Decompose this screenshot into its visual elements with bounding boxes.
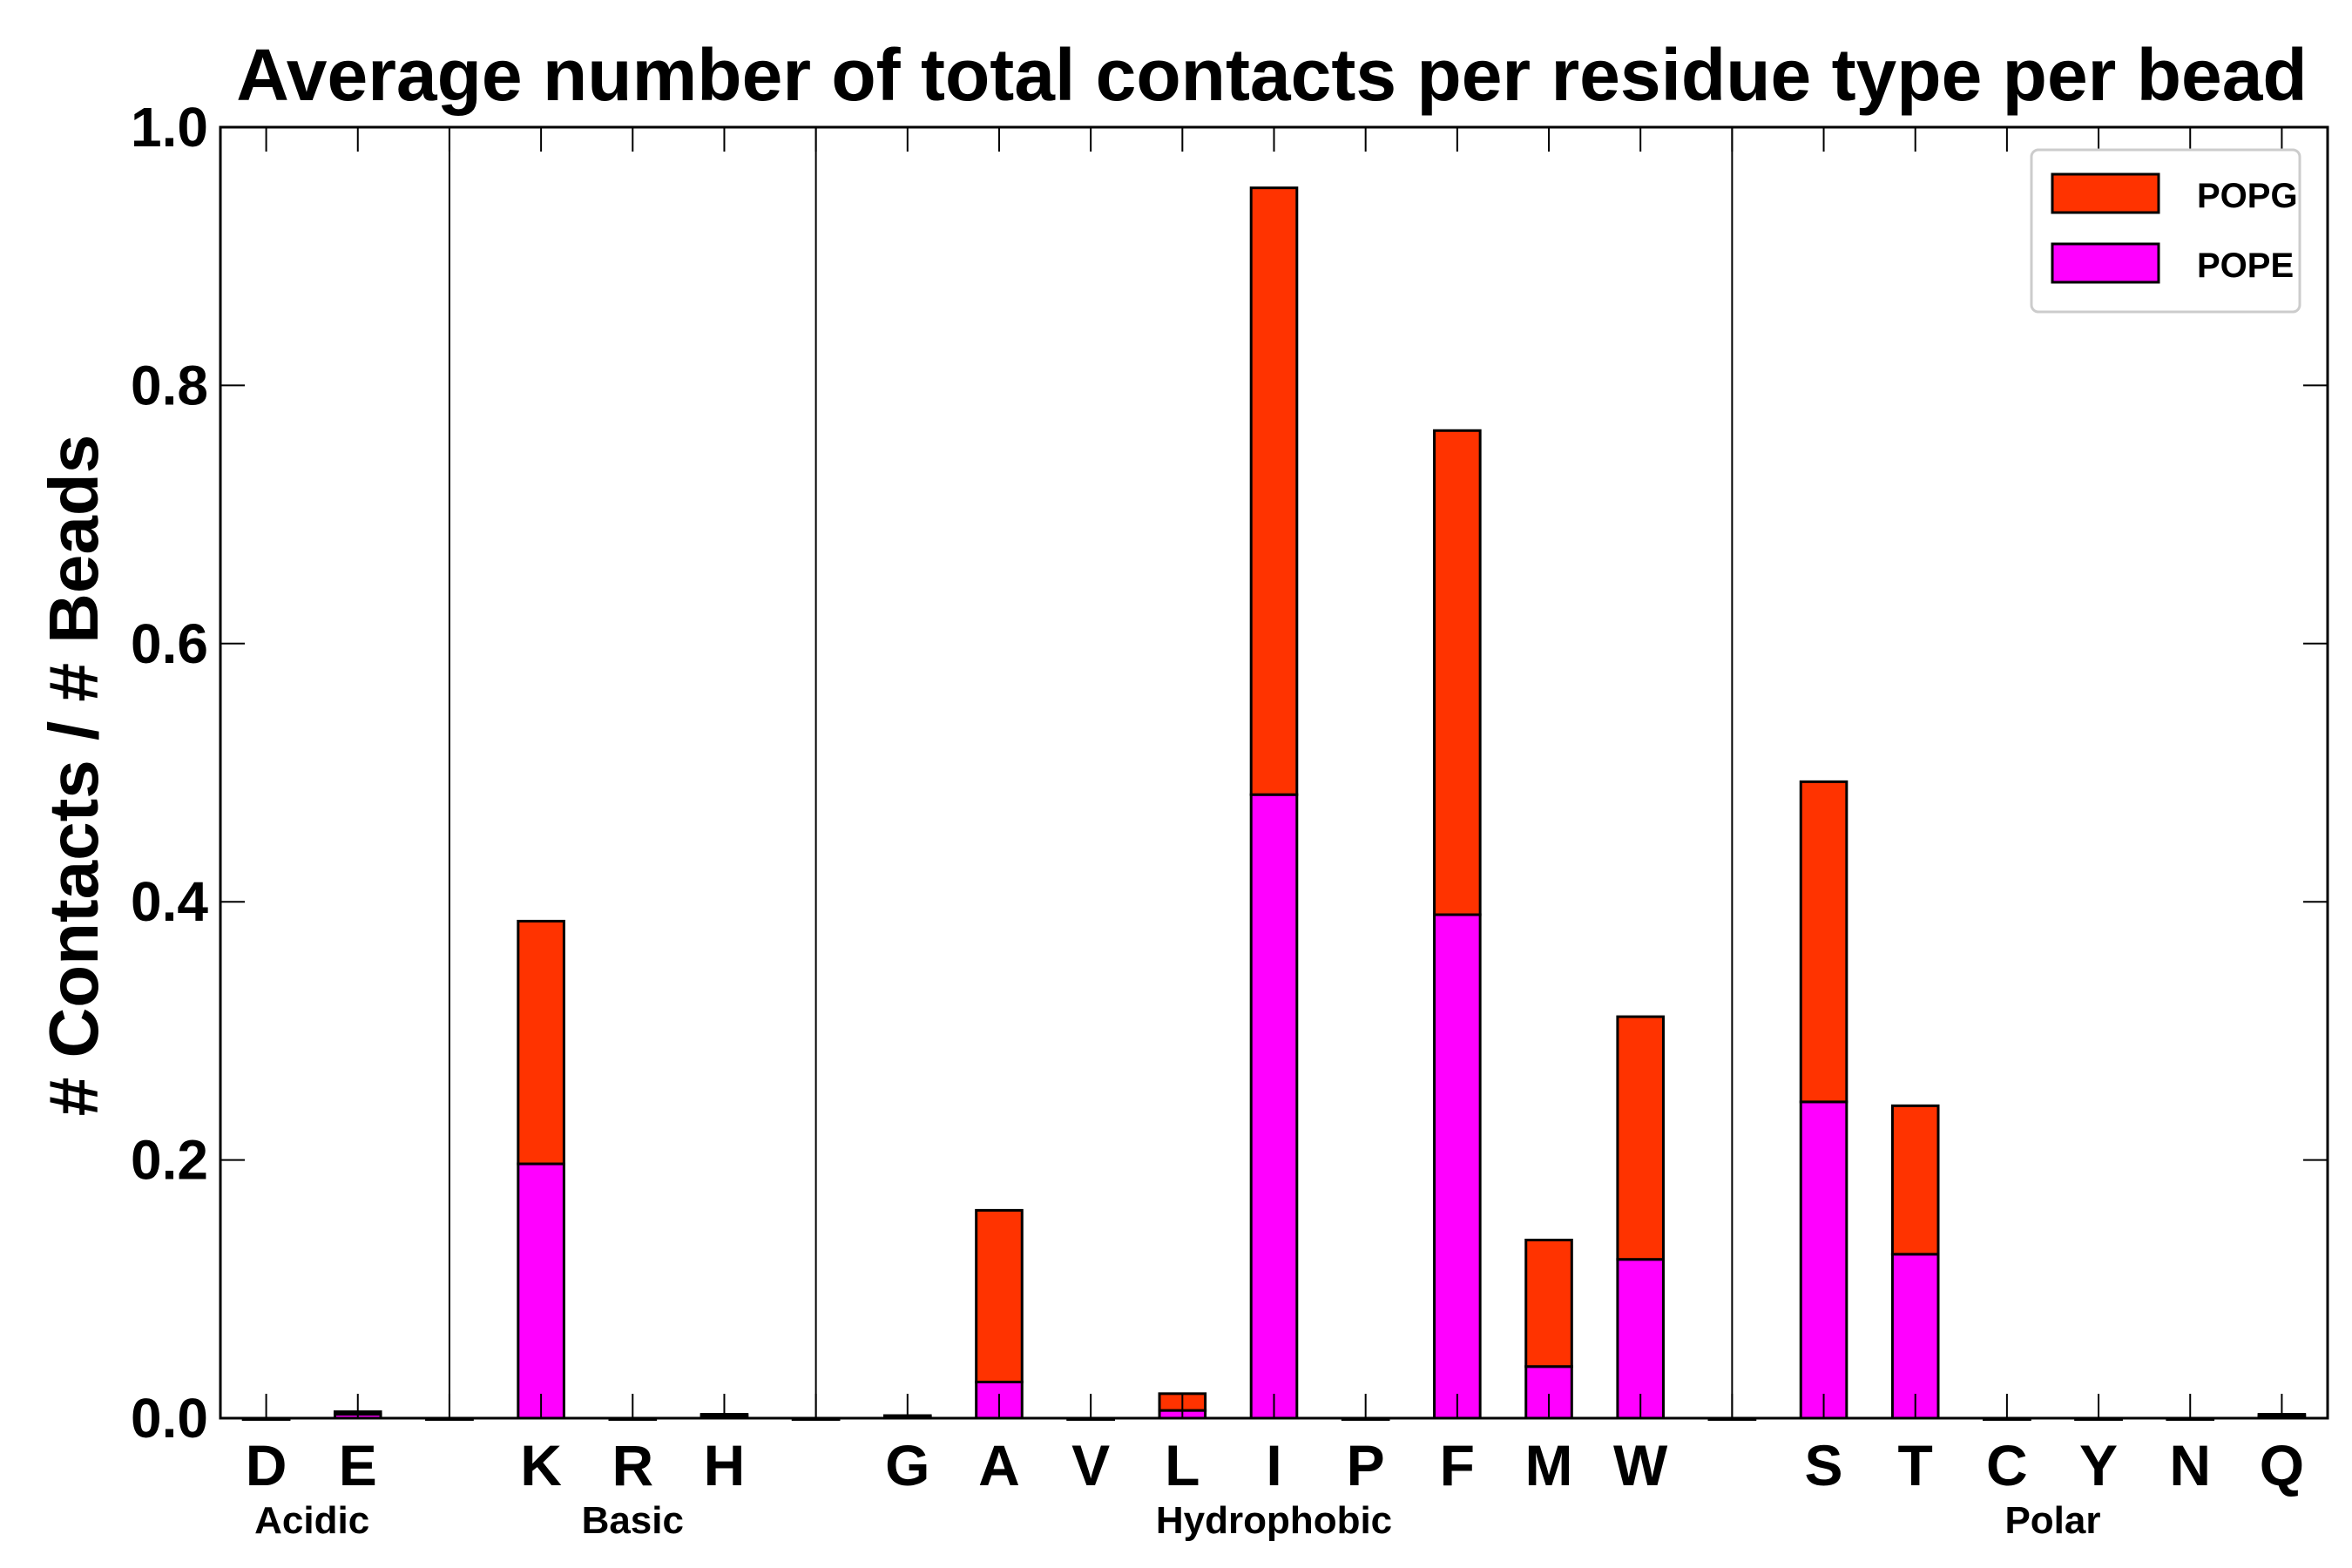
x-tick-label-v: V: [1071, 1433, 1110, 1497]
x-tick-label-a: A: [978, 1433, 1020, 1497]
group-label-basic: Basic: [582, 1499, 684, 1542]
group-label-acidic: Acidic: [254, 1499, 369, 1542]
x-tick-label-n: N: [2169, 1433, 2211, 1497]
group-label-polar: Polar: [2004, 1499, 2100, 1542]
y-axis-label: # Contacts / # Beads: [35, 435, 112, 1117]
x-tick-label-f: F: [1440, 1433, 1475, 1497]
legend-label-pope: POPE: [2197, 247, 2294, 285]
group-label-hydrophobic: Hydrophobic: [1156, 1499, 1392, 1542]
x-tick-label-c: C: [1986, 1433, 2028, 1497]
x-tick-label-p: P: [1347, 1433, 1385, 1497]
plot-area: 0.0 0.2 0.4 0.6 0.8 1.0 D E K R H G A V L I P F M W S T C Y N Q Ac…: [131, 96, 2329, 1542]
bar-pope-f: [1433, 913, 1482, 1420]
x-tick-label-q: Q: [2260, 1433, 2304, 1497]
y-tick-label: 1.0: [131, 96, 208, 159]
y-tick-label: 0.2: [131, 1129, 208, 1192]
legend-swatch-popg: [2051, 172, 2160, 214]
x-tick-label-h: H: [704, 1433, 746, 1497]
bar-pope-i: [1249, 793, 1299, 1420]
x-tick-label-y: Y: [2079, 1433, 2118, 1497]
legend-label-popg: POPG: [2197, 177, 2298, 215]
bar-popg-i: [1249, 186, 1299, 796]
y-tick-label: 0.0: [131, 1387, 208, 1450]
bar-pope-k: [517, 1162, 565, 1420]
bar-popg-s: [1799, 780, 1848, 1104]
x-tick-label-i: I: [1266, 1433, 1281, 1497]
x-tick-label-r: R: [612, 1433, 653, 1497]
x-tick-label-s: S: [1805, 1433, 1843, 1497]
bar-popg-w: [1616, 1015, 1665, 1261]
chart-title: Average number of total contacts per res…: [236, 34, 2308, 116]
x-tick-label-g: G: [885, 1433, 929, 1497]
x-tick-label-m: M: [1525, 1433, 1573, 1497]
x-tick-label-t: T: [1898, 1433, 1933, 1497]
x-tick-label-w: W: [1613, 1433, 1668, 1497]
x-tick-label-k: K: [520, 1433, 562, 1497]
bar-pope-s: [1799, 1100, 1848, 1420]
y-tick-label: 0.8: [131, 354, 208, 416]
bar-popg-k: [517, 919, 565, 1166]
x-tick-label-d: D: [246, 1433, 287, 1497]
y-tick-label: 0.6: [131, 612, 208, 675]
bar-popg-m: [1524, 1238, 1573, 1369]
legend: POPG POPE: [2030, 148, 2301, 314]
x-tick-label-e: E: [339, 1433, 377, 1497]
x-tick-label-l: L: [1165, 1433, 1200, 1497]
bar-popg-f: [1433, 429, 1482, 916]
bar-popg-t: [1890, 1104, 1940, 1256]
bar-pope-t: [1890, 1253, 1940, 1420]
y-tick-label: 0.4: [131, 870, 208, 933]
bar-popg-a: [975, 1208, 1024, 1384]
legend-swatch-pope: [2051, 242, 2160, 284]
